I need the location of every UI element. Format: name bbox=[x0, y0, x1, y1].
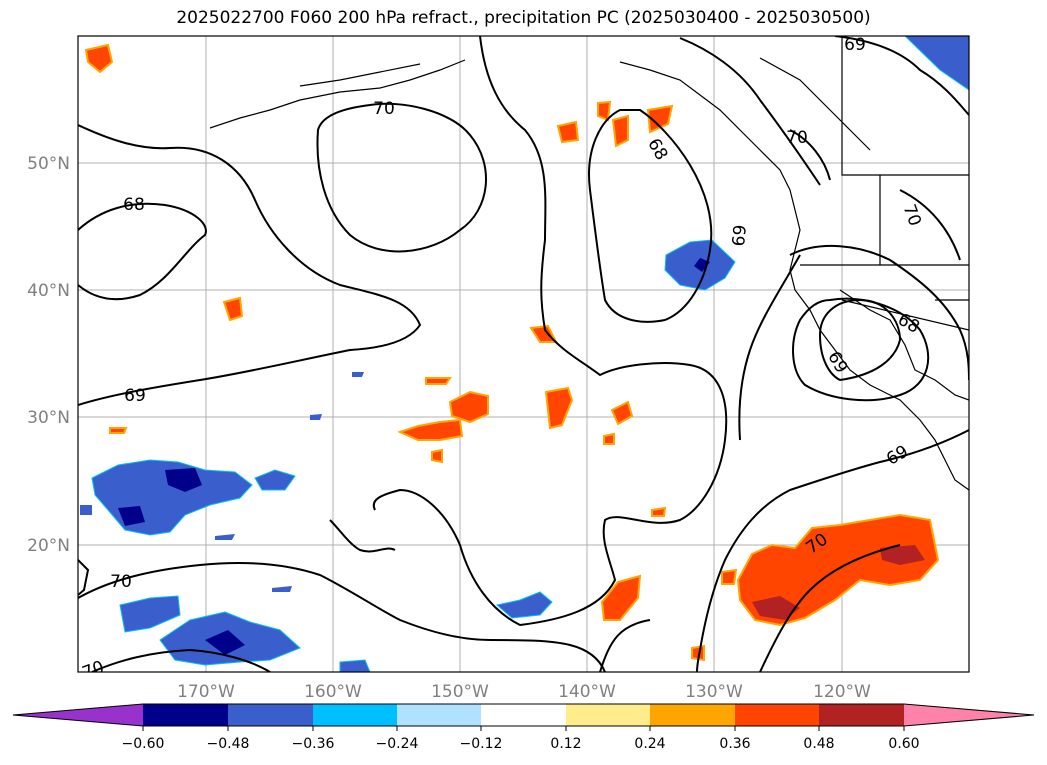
contour-label: 70 bbox=[786, 128, 808, 148]
colorbar-tick-label: 0.36 bbox=[719, 736, 750, 752]
latitude-labels: 50°N 40°N 30°N 20°N bbox=[27, 154, 70, 556]
colorbar-tick-label: −0.48 bbox=[207, 736, 250, 752]
contour-label: 69 bbox=[124, 386, 146, 406]
contour-label: 68 bbox=[123, 195, 145, 215]
colorbar-bin bbox=[397, 704, 481, 726]
lon-label: 150°W bbox=[431, 682, 489, 702]
lat-label: 40°N bbox=[27, 281, 70, 301]
contour-label: 69 bbox=[844, 35, 866, 55]
graticule bbox=[78, 36, 969, 672]
colorbar: −0.60 −0.48 −0.36 −0.24 −0.12 0.12 0.24 … bbox=[12, 703, 1035, 752]
colorbar-bin bbox=[481, 704, 566, 726]
colorbar-bin bbox=[650, 704, 735, 726]
colorbar-bin bbox=[313, 704, 397, 726]
colorbar-bin bbox=[228, 704, 313, 726]
map-frame bbox=[77, 35, 970, 673]
lon-label: 140°W bbox=[558, 682, 616, 702]
lon-label: 160°W bbox=[304, 682, 362, 702]
colorbar-bin bbox=[735, 704, 819, 726]
lat-label: 30°N bbox=[27, 408, 70, 428]
coastlines bbox=[209, 36, 969, 491]
colorbar-tick-label: −0.36 bbox=[292, 736, 335, 752]
lat-label: 50°N bbox=[27, 154, 70, 174]
colorbar-tick-label: 0.48 bbox=[803, 736, 834, 752]
colorbar-tick-label: −0.24 bbox=[376, 736, 419, 752]
colorbar-tick-label: 0.12 bbox=[550, 736, 581, 752]
contour-label: 70 bbox=[110, 572, 132, 592]
refractivity-contours bbox=[78, 36, 969, 672]
colorbar-extend-high bbox=[904, 704, 1034, 726]
lon-label: 130°W bbox=[685, 682, 743, 702]
colorbar-tick-label: −0.12 bbox=[460, 736, 503, 752]
colorbar-bin bbox=[566, 704, 650, 726]
colorbar-bin bbox=[143, 704, 228, 726]
colorbar-tick-label: 0.24 bbox=[634, 736, 665, 752]
colorbar-extend-low bbox=[13, 704, 143, 726]
map-title: 2025022700 F060 200 hPa refract., precip… bbox=[176, 8, 871, 28]
lon-label: 170°W bbox=[177, 682, 235, 702]
contour-label: 69 bbox=[729, 224, 751, 247]
contour-label: 70 bbox=[373, 99, 395, 119]
longitude-labels: 170°W 160°W 150°W 140°W 130°W 120°W bbox=[177, 682, 871, 702]
colorbar-bin bbox=[819, 704, 904, 726]
negative-precip-areas bbox=[80, 36, 969, 672]
lat-label: 20°N bbox=[27, 536, 70, 556]
lon-label: 120°W bbox=[813, 682, 871, 702]
colorbar-tick-label: 0.60 bbox=[888, 736, 919, 752]
colorbar-tick-label: −0.60 bbox=[122, 736, 165, 752]
